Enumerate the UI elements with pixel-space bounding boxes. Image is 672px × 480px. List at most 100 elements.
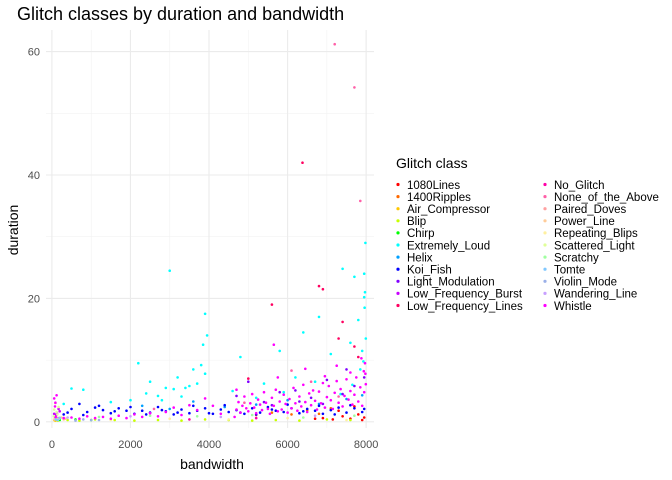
data-point bbox=[188, 411, 191, 415]
data-point bbox=[276, 376, 280, 379]
data-point bbox=[317, 412, 321, 416]
data-point bbox=[262, 382, 266, 385]
y-tick-label: 60 bbox=[28, 47, 40, 59]
data-point bbox=[227, 418, 230, 421]
data-point bbox=[363, 306, 366, 310]
data-point bbox=[176, 376, 179, 379]
data-point bbox=[284, 402, 287, 406]
data-point bbox=[274, 409, 278, 413]
data-point bbox=[298, 395, 301, 398]
data-point bbox=[345, 378, 348, 381]
data-point bbox=[97, 415, 101, 419]
data-point bbox=[125, 416, 128, 420]
data-point bbox=[309, 403, 313, 407]
data-point bbox=[364, 372, 367, 376]
y-axis-ticks: 0 20 40 60 bbox=[28, 47, 40, 429]
data-point bbox=[54, 415, 58, 419]
data-point bbox=[362, 407, 366, 411]
data-point bbox=[250, 407, 254, 410]
legend-key bbox=[396, 219, 400, 223]
legend-key bbox=[543, 243, 547, 247]
data-point bbox=[168, 269, 171, 273]
data-point bbox=[109, 411, 113, 415]
data-point bbox=[144, 413, 148, 416]
data-point bbox=[353, 86, 356, 89]
data-point bbox=[337, 395, 340, 398]
data-point bbox=[78, 417, 81, 421]
data-point bbox=[70, 387, 73, 390]
data-point bbox=[359, 368, 362, 371]
data-point bbox=[321, 416, 325, 420]
data-point bbox=[201, 343, 205, 347]
data-point bbox=[288, 397, 291, 401]
data-point bbox=[219, 408, 223, 411]
data-point bbox=[363, 290, 367, 294]
data-point bbox=[57, 405, 60, 409]
data-point bbox=[239, 411, 242, 414]
data-point bbox=[129, 398, 132, 402]
data-point bbox=[184, 386, 187, 390]
data-point bbox=[258, 403, 262, 406]
data-point bbox=[52, 412, 56, 416]
data-point bbox=[262, 390, 266, 394]
data-point bbox=[335, 379, 339, 383]
data-point bbox=[78, 402, 81, 406]
data-point bbox=[188, 403, 191, 407]
legend-key bbox=[543, 267, 547, 271]
data-point bbox=[250, 413, 254, 417]
data-point bbox=[199, 363, 203, 367]
data-point bbox=[129, 415, 132, 418]
data-point bbox=[235, 408, 238, 411]
data-point bbox=[272, 404, 276, 408]
data-point bbox=[286, 403, 289, 406]
data-point bbox=[341, 267, 344, 271]
data-point bbox=[243, 412, 246, 416]
legend-label: Whistle bbox=[554, 301, 592, 313]
data-point bbox=[245, 407, 248, 410]
data-point bbox=[357, 413, 360, 416]
legend-key bbox=[543, 207, 547, 211]
data-point bbox=[203, 312, 207, 316]
data-point bbox=[325, 395, 329, 399]
data-point bbox=[282, 393, 286, 397]
data-point bbox=[360, 404, 364, 408]
data-point bbox=[180, 395, 183, 398]
legend-key bbox=[396, 255, 400, 259]
data-point bbox=[254, 416, 258, 420]
data-point bbox=[274, 418, 278, 422]
x-tick-label: 0 bbox=[49, 439, 55, 451]
data-point bbox=[254, 411, 258, 415]
data-point bbox=[140, 415, 144, 419]
data-point bbox=[278, 349, 282, 353]
legend-key bbox=[543, 279, 547, 283]
data-point bbox=[362, 360, 365, 363]
data-point bbox=[156, 394, 160, 398]
x-axis-title: bandwidth bbox=[180, 456, 244, 472]
data-point bbox=[276, 410, 280, 413]
data-point bbox=[195, 408, 199, 412]
data-point bbox=[282, 390, 286, 394]
data-point bbox=[52, 397, 56, 400]
data-point bbox=[101, 415, 105, 419]
data-point bbox=[56, 413, 59, 416]
data-point bbox=[231, 389, 234, 393]
data-point bbox=[152, 407, 156, 411]
data-point bbox=[268, 412, 272, 416]
data-point bbox=[360, 410, 364, 414]
data-point bbox=[313, 380, 317, 384]
data-point bbox=[117, 407, 120, 410]
data-point bbox=[313, 414, 317, 418]
data-point bbox=[341, 415, 344, 418]
data-point bbox=[52, 408, 56, 411]
data-point bbox=[58, 410, 61, 413]
legend-label: Low_Frequency_Burst bbox=[407, 289, 523, 301]
data-point bbox=[290, 413, 293, 416]
legend-label: Koi_Fish bbox=[407, 265, 452, 277]
data-point bbox=[323, 406, 327, 409]
data-point bbox=[270, 411, 274, 414]
data-point bbox=[89, 418, 93, 422]
data-point bbox=[129, 405, 132, 409]
data-point bbox=[311, 389, 315, 392]
data-point bbox=[343, 394, 346, 398]
